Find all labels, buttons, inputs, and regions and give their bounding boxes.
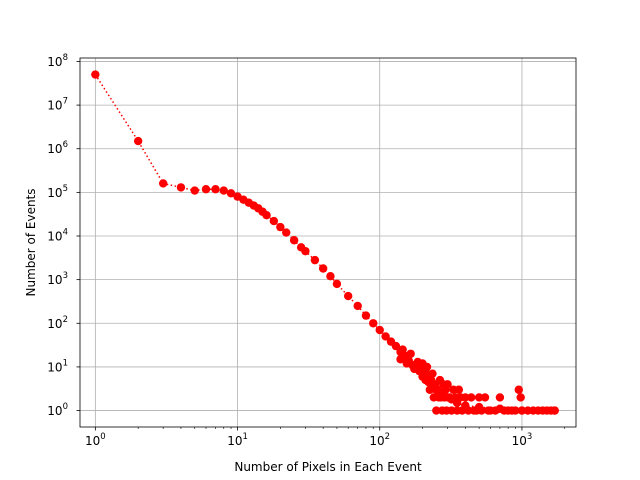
data-point (219, 186, 228, 195)
y-tick-label: 107 (47, 97, 68, 113)
data-point (443, 380, 452, 389)
data-point (190, 186, 199, 195)
data-point (477, 406, 486, 415)
data-point (454, 385, 464, 394)
data-point (391, 341, 401, 351)
data-point (422, 362, 432, 372)
data-point (516, 393, 525, 402)
data-point (457, 406, 467, 415)
data-point (474, 393, 484, 402)
data-point (517, 406, 527, 415)
data-point (276, 222, 285, 232)
data-point (361, 311, 371, 320)
data-point (480, 393, 490, 402)
data-point (133, 136, 143, 146)
data-point (262, 210, 271, 220)
data-point (226, 189, 236, 198)
data-point (428, 369, 437, 378)
x-tick-label: 103 (512, 432, 533, 448)
data-point (550, 406, 559, 415)
data-point (381, 332, 390, 341)
data-point (301, 246, 310, 256)
data-point (514, 385, 523, 394)
series-markers (91, 70, 559, 415)
y-tick-label: 100 (47, 402, 68, 418)
plot-area-frame (79, 57, 577, 428)
data-point (406, 349, 415, 358)
data-point (176, 183, 186, 192)
data-point (425, 385, 435, 394)
y-tick-label: 105 (47, 184, 68, 200)
x-tick-label: 100 (85, 432, 106, 448)
data-point (353, 301, 362, 311)
data-point (201, 185, 211, 194)
data-point (211, 185, 220, 194)
data-point (410, 364, 419, 374)
data-point (310, 255, 320, 265)
data-point (491, 406, 500, 415)
axis-ticks: 100 101 102 103 100 101 102 103 104 105 106 107 108 (47, 53, 566, 448)
data-point (282, 228, 291, 237)
data-point (467, 393, 476, 402)
data-point (269, 216, 279, 226)
y-tick-label: 108 (47, 53, 68, 69)
data-point (396, 355, 405, 364)
data-point (402, 359, 411, 368)
data-point (318, 264, 328, 273)
data-point (91, 70, 100, 79)
x-tick-label: 101 (227, 432, 248, 448)
data-point (375, 325, 384, 335)
data-point (343, 291, 353, 301)
y-tick-label: 102 (47, 315, 68, 331)
data-point (511, 406, 520, 415)
y-axis-label: Number of Events (24, 188, 38, 296)
data-point (432, 406, 441, 415)
data-point (398, 345, 407, 354)
data-point (332, 279, 342, 289)
y-tick-label: 101 (47, 358, 68, 374)
y-tick-label: 104 (47, 228, 68, 244)
data-point (289, 236, 299, 245)
data-point (433, 385, 442, 394)
x-tick-label: 102 (369, 432, 390, 448)
data-point (461, 393, 470, 402)
y-tick-label: 106 (47, 140, 68, 156)
data-point (495, 393, 505, 402)
grid (80, 58, 576, 427)
data-point (326, 271, 335, 281)
x-axis-label: Number of Pixels in Each Event (234, 460, 422, 474)
y-tick-label: 103 (47, 271, 68, 287)
data-point (369, 319, 378, 328)
data-point (158, 179, 168, 188)
